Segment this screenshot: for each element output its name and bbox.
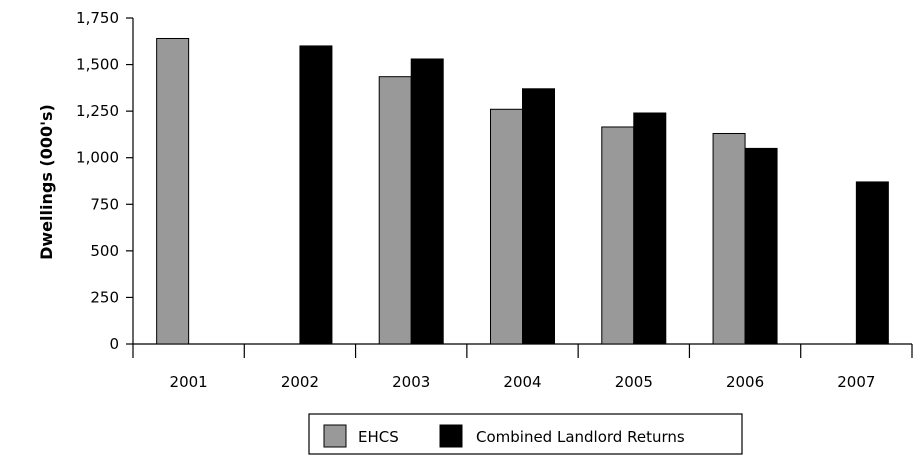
bars [156, 37, 889, 345]
x-tick-label: 2006 [726, 373, 764, 391]
y-axis-title: Dwellings (000's) [37, 104, 56, 260]
bar-ehcs-2001 [156, 37, 190, 345]
y-axis: 0 250 500 750 1,000 1,250 1,500 1,750 [76, 9, 134, 353]
bar-combined-landlord-returns-2002 [299, 45, 333, 345]
bar-combined-landlord-returns-2004 [522, 88, 555, 345]
bar-ehcs-2005 [601, 126, 635, 345]
legend-box [308, 413, 743, 455]
y-tick-label: 750 [90, 195, 119, 213]
legend-label: Combined Landlord Returns [476, 428, 685, 446]
bar-combined-landlord-returns-2006 [744, 147, 778, 345]
bar-ehcs-2006 [712, 132, 746, 345]
y-tick-label: 1,750 [76, 9, 119, 27]
bar-combined-landlord-returns-2005 [633, 112, 667, 345]
x-tick-label: 2004 [503, 373, 541, 391]
y-tick-label: 250 [90, 288, 119, 306]
x-tick-label: 2001 [170, 373, 208, 391]
y-tick-label: 1,000 [76, 149, 119, 167]
bar-ehcs-2003 [378, 76, 412, 345]
x-axis: 2001 2002 2003 2004 2005 2006 2007 [132, 343, 913, 391]
bar-ehcs-2004 [490, 108, 523, 345]
legend-swatch [439, 424, 463, 448]
y-tick-label: 1,500 [76, 56, 119, 74]
y-tick-label: 0 [109, 335, 119, 353]
y-tick-label: 1,250 [76, 102, 119, 120]
x-tick-label: 2003 [392, 373, 430, 391]
y-tick-label: 500 [90, 242, 119, 260]
legend-label: EHCS [358, 428, 399, 446]
bar-combined-landlord-returns-2003 [410, 58, 444, 345]
x-tick-label: 2002 [281, 373, 319, 391]
bar-combined-landlord-returns-2007 [855, 181, 889, 345]
legend: EHCS Combined Landlord Returns [308, 413, 743, 455]
legend-swatch [323, 424, 347, 448]
x-tick-label: 2005 [615, 373, 653, 391]
x-tick-label: 2007 [837, 373, 875, 391]
